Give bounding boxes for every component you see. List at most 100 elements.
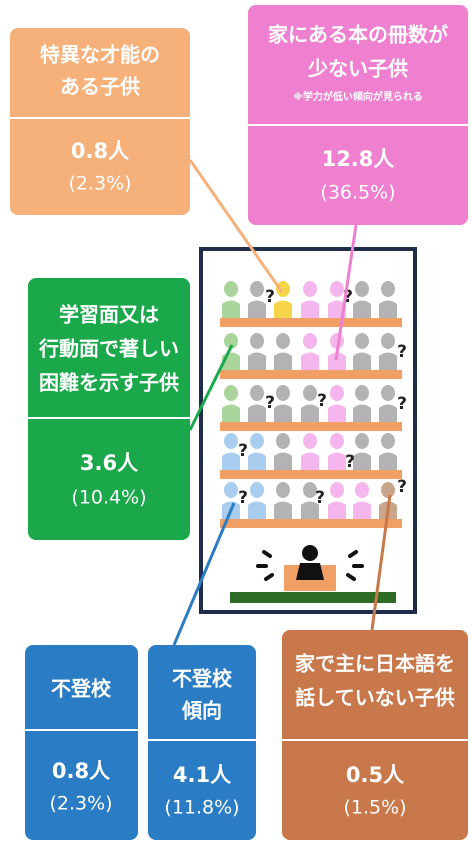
student-head: [250, 333, 264, 349]
student-body: [301, 353, 319, 371]
student-head: [303, 385, 317, 401]
student-body: [353, 301, 371, 319]
question-mark: ?: [238, 441, 248, 461]
student-head: [224, 482, 238, 498]
count: 3.6人: [80, 451, 138, 475]
student-body: [274, 453, 292, 471]
student-head: [224, 281, 238, 297]
student-head: [276, 333, 290, 349]
desk: [220, 318, 402, 327]
student-head: [250, 433, 264, 449]
desk: [220, 519, 402, 528]
box-gifted: 特異な才能の ある子供 0.8人 (2.3%): [10, 28, 190, 215]
student-head: [224, 433, 238, 449]
student-body: [301, 301, 319, 319]
box-learning: 学習面又は 行動面で著しい 困難を示す子供 3.6人 (10.4%): [28, 278, 190, 540]
student-head: [355, 482, 369, 498]
student-body: [274, 301, 292, 319]
title: 不登校: [51, 677, 112, 701]
infographic: ??????????? 特異な才能の ある子供 0.8人 (2.3%) 家にある…: [0, 0, 472, 847]
student-head: [355, 333, 369, 349]
student-body: [379, 405, 397, 423]
count: 12.8人: [322, 147, 395, 171]
box-language: 家で主に日本語を 話していない子供 0.5人 (1.5%): [282, 630, 468, 840]
title: 学習面又は: [59, 303, 159, 327]
student-body: [353, 453, 371, 471]
count: 0.8人: [52, 759, 110, 783]
percent: (2.3%): [68, 173, 131, 195]
student-head: [303, 333, 317, 349]
student-body: [274, 405, 292, 423]
student-head: [276, 385, 290, 401]
student-body: [248, 353, 266, 371]
student-body: [222, 405, 240, 423]
student-body: [248, 502, 266, 520]
title: ある子供: [60, 75, 140, 99]
title: 傾向: [181, 699, 222, 723]
student-body: [379, 453, 397, 471]
student-head: [355, 385, 369, 401]
student-body: [353, 405, 371, 423]
student-head: [330, 281, 344, 297]
student-head: [303, 281, 317, 297]
student-head: [250, 482, 264, 498]
student-head: [276, 482, 290, 498]
student-head: [330, 482, 344, 498]
question-mark: ?: [397, 342, 407, 362]
title: 行動面で著しい: [38, 337, 179, 361]
student-head: [381, 482, 395, 498]
student-body: [328, 405, 346, 423]
student-body: [274, 502, 292, 520]
student-body: [328, 453, 346, 471]
percent: (11.8%): [164, 797, 239, 819]
student-body: [379, 353, 397, 371]
desk: [220, 470, 402, 479]
box-absent: 不登校 0.8人 (2.3%): [25, 645, 138, 840]
question-mark: ?: [265, 393, 275, 413]
student-body: [353, 353, 371, 371]
question-mark: ?: [345, 452, 355, 472]
student-head: [381, 281, 395, 297]
student-body: [222, 301, 240, 319]
box-books: 家にある本の冊数が 少ない子供 ※学力が低い傾向が見られる 12.8人 (36.…: [248, 5, 468, 225]
student-head: [355, 281, 369, 297]
student-head: [250, 385, 264, 401]
student-head: [276, 433, 290, 449]
question-mark: ?: [265, 287, 275, 307]
title: 話していない子供: [295, 686, 454, 710]
student-body: [301, 453, 319, 471]
student-body: [248, 453, 266, 471]
count: 4.1人: [173, 763, 231, 787]
question-mark: ?: [397, 394, 407, 414]
student-head: [381, 333, 395, 349]
note: ※学力が低い傾向が見られる: [293, 90, 423, 103]
desk: [220, 422, 402, 431]
student-body: [328, 502, 346, 520]
percent: (1.5%): [343, 797, 406, 819]
desk: [220, 370, 402, 379]
student-head: [303, 433, 317, 449]
student-head: [250, 281, 264, 297]
question-mark: ?: [397, 477, 407, 497]
student-head: [224, 385, 238, 401]
title: 少ない子供: [307, 57, 408, 81]
percent: (2.3%): [49, 793, 112, 815]
student-head: [355, 433, 369, 449]
student-head: [330, 433, 344, 449]
student-body: [353, 502, 371, 520]
student-head: [330, 385, 344, 401]
question-mark: ?: [317, 391, 327, 411]
question-mark: ?: [238, 488, 248, 508]
title: 困難を示す子供: [39, 371, 179, 395]
student-body: [248, 405, 266, 423]
title: 家にある本の冊数が: [268, 23, 448, 47]
student-body: [248, 301, 266, 319]
title: 特異な才能の: [40, 43, 160, 67]
student-body: [379, 301, 397, 319]
student-body: [274, 353, 292, 371]
student-head: [381, 385, 395, 401]
student-head: [381, 433, 395, 449]
title: 家で主に日本語を: [295, 652, 455, 676]
percent: (10.4%): [71, 487, 146, 509]
box-absent-tendency: 不登校 傾向 4.1人 (11.8%): [148, 645, 256, 840]
